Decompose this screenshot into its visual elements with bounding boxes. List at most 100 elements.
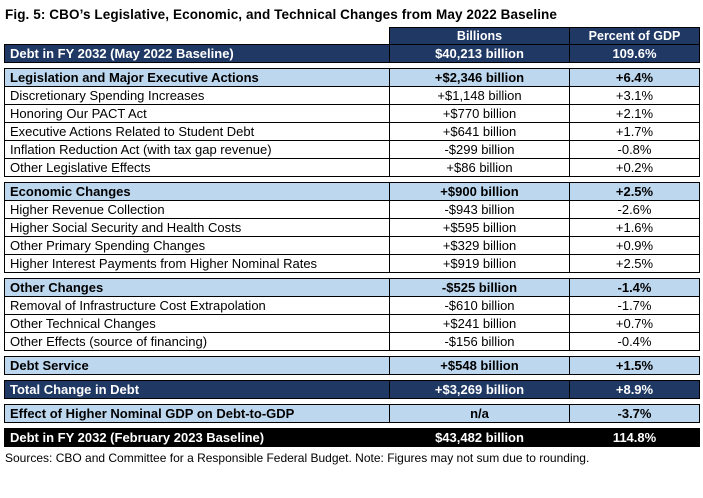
table-row: Other Legislative Effects +$86 billion +0.… (4, 158, 700, 177)
table-row: Higher Interest Payments from Higher Nom… (4, 254, 700, 273)
percent-gdp-value: 114.8% (569, 428, 700, 447)
figure-title: Fig. 5: CBO’s Legislative, Economic, and… (5, 7, 558, 22)
spacer-row (4, 62, 700, 69)
billions-value: $43,482 billion (389, 428, 570, 447)
table-row: Executive Actions Related to Student Deb… (4, 122, 700, 141)
row-label: Other Changes (4, 278, 390, 297)
percent-gdp-value: -1.7% (569, 296, 700, 315)
spacer-cell (4, 62, 700, 69)
table-row: Effect of Higher Nominal GDP on Debt-to-… (4, 404, 700, 423)
table-row: Other Changes -$525 billion -1.4% (4, 278, 700, 297)
table-row: Inflation Reduction Act (with tax gap re… (4, 140, 700, 159)
percent-gdp-value: 109.6% (569, 44, 700, 63)
billions-value: +$548 billion (389, 356, 570, 375)
percent-gdp-value: -0.4% (569, 332, 700, 351)
row-label: Debt in FY 2032 (May 2022 Baseline) (4, 44, 390, 63)
billions-value: -$525 billion (389, 278, 570, 297)
billions-value: +$595 billion (389, 218, 570, 237)
billions-value: +$900 billion (389, 182, 570, 201)
spacer-cell (4, 422, 700, 429)
percent-gdp-value: +2.5% (569, 182, 700, 201)
percent-gdp-value: -1.4% (569, 278, 700, 297)
table-row: Higher Social Security and Health Costs +… (4, 218, 700, 237)
spacer-row (4, 176, 700, 183)
spacer-row (4, 374, 700, 381)
table-row: Higher Revenue Collection -$943 billion -2… (4, 200, 700, 219)
row-label: Total Change in Debt (4, 380, 390, 399)
figure-container: Fig. 5: CBO’s Legislative, Economic, and… (4, 7, 700, 465)
spacer-cell (4, 350, 700, 357)
billions-value: -$610 billion (389, 296, 570, 315)
row-label: Higher Revenue Collection (4, 200, 390, 219)
spacer-row (4, 350, 700, 357)
table-row: Debt in FY 2032 (February 2023 Baseline)… (4, 428, 700, 447)
billions-value: $40,213 billion (389, 44, 570, 63)
percent-gdp-value: +1.7% (569, 122, 700, 141)
table-row: Other Effects (source of financing) -$156… (4, 332, 700, 351)
spacer-cell (4, 176, 700, 183)
figure-table: Billions Percent of GDP Debt in FY 2032 (M… (4, 27, 700, 447)
row-label (4, 27, 390, 45)
row-label: Economic Changes (4, 182, 390, 201)
billions-value: n/a (389, 404, 570, 423)
row-label: Debt in FY 2032 (February 2023 Baseline) (4, 428, 390, 447)
percent-gdp-value: +0.9% (569, 236, 700, 255)
percent-gdp-value: +0.7% (569, 314, 700, 333)
row-label: Executive Actions Related to Student Deb… (4, 122, 390, 141)
spacer-row (4, 398, 700, 405)
row-label: Removal of Infrastructure Cost Extrapola… (4, 296, 390, 315)
table-row: Discretionary Spending Increases +$1,148 … (4, 86, 700, 105)
row-label: Honoring Our PACT Act (4, 104, 390, 123)
row-label: Debt Service (4, 356, 390, 375)
billions-value: +$1,148 billion (389, 86, 570, 105)
billions-value: +$919 billion (389, 254, 570, 273)
row-label: Inflation Reduction Act (with tax gap re… (4, 140, 390, 159)
spacer-row (4, 272, 700, 279)
row-label: Effect of Higher Nominal GDP on Debt-to-… (4, 404, 390, 423)
table-row: Other Primary Spending Changes +$329 bill… (4, 236, 700, 255)
billions-value: +$2,346 billion (389, 68, 570, 87)
percent-gdp-value: +1.5% (569, 356, 700, 375)
percent-gdp-value: +1.6% (569, 218, 700, 237)
percent-gdp-value: +2.5% (569, 254, 700, 273)
billions-value: +$329 billion (389, 236, 570, 255)
row-label: Discretionary Spending Increases (4, 86, 390, 105)
percent-gdp-value: +3.1% (569, 86, 700, 105)
billions-value: -$943 billion (389, 200, 570, 219)
table-row: Economic Changes +$900 billion +2.5% (4, 182, 700, 201)
table-row: Debt in FY 2032 (May 2022 Baseline) $40,2… (4, 44, 700, 63)
spacer-cell (4, 398, 700, 405)
billions-value: +$3,269 billion (389, 380, 570, 399)
spacer-cell (4, 272, 700, 279)
percent-gdp-value: +0.2% (569, 158, 700, 177)
percent-gdp-value: -3.7% (569, 404, 700, 423)
billions-value: +$641 billion (389, 122, 570, 141)
row-label: Higher Interest Payments from Higher Nom… (4, 254, 390, 273)
table-row: Honoring Our PACT Act +$770 billion +2.1% (4, 104, 700, 123)
row-label: Other Technical Changes (4, 314, 390, 333)
percent-gdp-value: +6.4% (569, 68, 700, 87)
percent-gdp-value: -0.8% (569, 140, 700, 159)
row-label: Other Legislative Effects (4, 158, 390, 177)
table-row: Removal of Infrastructure Cost Extrapola… (4, 296, 700, 315)
billions-value: -$299 billion (389, 140, 570, 159)
table-body: Billions Percent of GDP Debt in FY 2032 (M… (4, 27, 700, 447)
source-note: Sources: CBO and Committee for a Respons… (5, 451, 590, 465)
spacer-cell (4, 374, 700, 381)
spacer-row (4, 422, 700, 429)
row-label: Higher Social Security and Health Costs (4, 218, 390, 237)
percent-gdp-value: -2.6% (569, 200, 700, 219)
row-label: Other Effects (source of financing) (4, 332, 390, 351)
table-row: Total Change in Debt +$3,269 billion +8.9% (4, 380, 700, 399)
row-label: Legislation and Major Executive Actions (4, 68, 390, 87)
table-row: Other Technical Changes +$241 billion +0.7… (4, 314, 700, 333)
billions-value: Billions (389, 27, 570, 45)
percent-gdp-value: +8.9% (569, 380, 700, 399)
billions-value: +$770 billion (389, 104, 570, 123)
table-row: Debt Service +$548 billion +1.5% (4, 356, 700, 375)
percent-gdp-value: Percent of GDP (569, 27, 700, 45)
billions-value: +$86 billion (389, 158, 570, 177)
table-row: Legislation and Major Executive Actions +… (4, 68, 700, 87)
percent-gdp-value: +2.1% (569, 104, 700, 123)
row-label: Other Primary Spending Changes (4, 236, 390, 255)
